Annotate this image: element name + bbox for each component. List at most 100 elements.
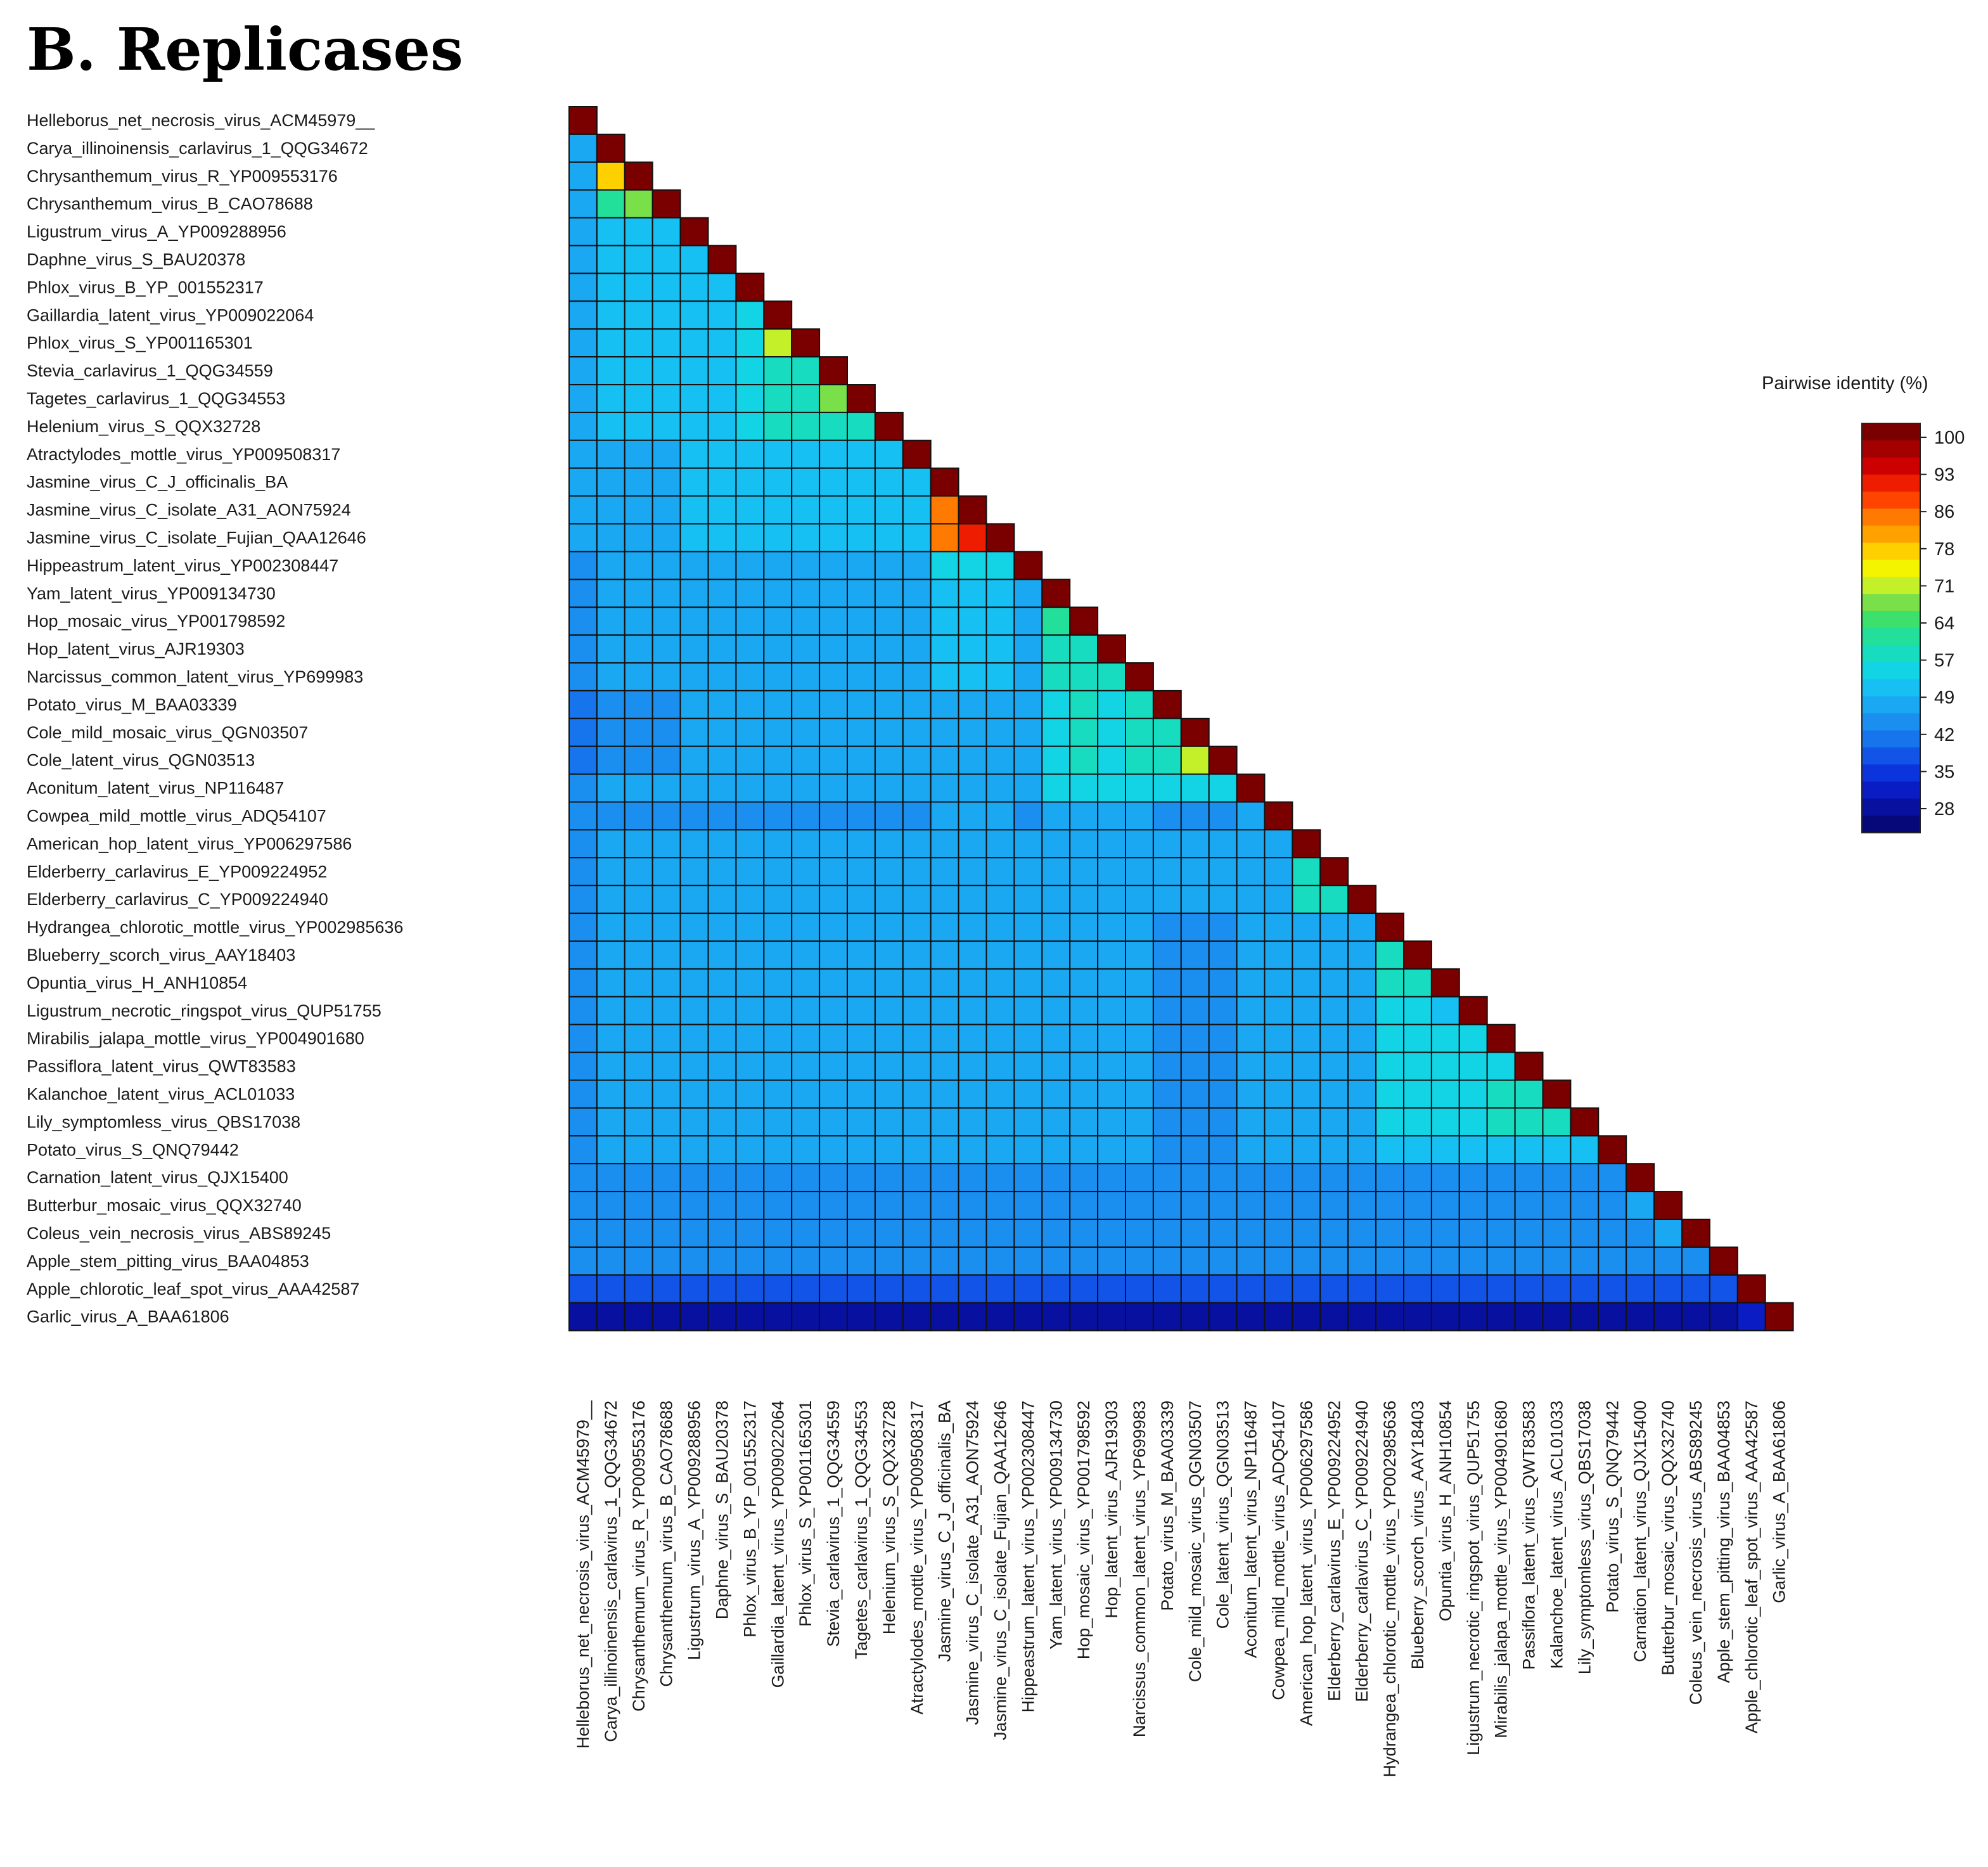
heatmap-cell [1097,968,1126,998]
heatmap-cell [1041,1191,1071,1220]
heatmap-cell [874,745,904,775]
heatmap-cell [1236,940,1266,970]
heatmap-cell [1430,1274,1460,1304]
heatmap-cell [791,1246,821,1276]
heatmap-cell [568,523,598,553]
heatmap-cell [679,384,709,413]
heatmap-cell [651,217,681,247]
heatmap-cell [1403,996,1432,1025]
heatmap-cell [930,717,959,747]
heatmap-cell [985,1163,1015,1193]
heatmap-cell [679,300,709,330]
heatmap-cell [1180,1079,1210,1109]
heatmap-cell [1041,773,1071,803]
legend-tick-label: 42 [1934,725,1954,745]
heatmap-cell [1319,968,1349,998]
heatmap-cell [819,579,848,608]
row-label: Phlox_virus_B_YP_001552317 [27,278,264,297]
column-label: Tagetes_carlavirus_1_QQG34553 [852,1401,871,1659]
column-label: Elderberry_carlavirus_E_YP009224952 [1324,1401,1344,1701]
heatmap-cell [1069,634,1099,664]
heatmap-cell [985,940,1015,970]
heatmap-cell [791,634,821,664]
heatmap-cell [1375,1023,1405,1053]
column-label: Apple_stem_pitting_virus_BAA04853 [1714,1401,1733,1683]
heatmap-cell [763,773,793,803]
heatmap-cell [1681,1219,1710,1248]
legend-swatch [1862,764,1920,782]
heatmap-cell [1236,829,1266,859]
column-label: Ligustrum_necrotic_ringspot_virus_QUP517… [1464,1401,1483,1755]
heatmap-cell [624,745,653,775]
heatmap-cell [624,1302,653,1331]
column-label: Phlox_virus_B_YP_001552317 [740,1401,759,1638]
heatmap-cell [902,1107,932,1137]
heatmap-cell [902,1079,932,1109]
heatmap-cell [958,885,987,914]
heatmap-cell [902,1051,932,1081]
legend-swatch [1862,611,1920,629]
heatmap-cell [707,885,737,914]
heatmap-cell [958,717,987,747]
heatmap-cell [735,1219,765,1248]
heatmap-cell [763,1191,793,1220]
heatmap-cell [1430,1051,1460,1081]
heatmap-cell [596,579,625,608]
heatmap-cell [1208,1079,1238,1109]
heatmap-cell [1347,1079,1377,1109]
heatmap-cell [958,913,987,942]
heatmap-cell [679,885,709,914]
heatmap-cell [707,940,737,970]
row-label: Potato_virus_S_QNQ79442 [27,1140,239,1159]
heatmap-cell [819,996,848,1025]
row-label: Passiflora_latent_virus_QWT83583 [27,1057,296,1076]
heatmap-cell [1069,662,1099,691]
heatmap-cell [679,717,709,747]
heatmap-cell [651,384,681,413]
heatmap-cell [1514,1079,1544,1109]
heatmap-cell [596,968,625,998]
heatmap-cell [791,579,821,608]
heatmap-cell [763,745,793,775]
heatmap-cell [1069,1302,1099,1331]
heatmap-cell [1013,1274,1043,1304]
heatmap-cell [1347,1302,1377,1331]
heatmap-cell [651,745,681,775]
heatmap-cell [902,1163,932,1193]
heatmap-cell [735,579,765,608]
heatmap-cell [819,1107,848,1137]
heatmap-cell [874,773,904,803]
heatmap-cell [1347,885,1377,914]
column-label: Helleborus_net_necrosis_virus_ACM45979__ [574,1400,593,1748]
heatmap-cell [624,245,653,274]
heatmap-cell [568,439,598,469]
heatmap-cell [707,1023,737,1053]
heatmap-cell [958,1274,987,1304]
legend-swatch [1862,577,1920,594]
heatmap-cell [763,1079,793,1109]
heatmap-cell [847,857,876,887]
heatmap-cell [819,829,848,859]
heatmap-cell [1347,1246,1377,1276]
heatmap-cell [651,717,681,747]
heatmap-cell [1626,1219,1655,1248]
heatmap-cell [763,1051,793,1081]
column-label: Daphne_virus_S_BAU20378 [712,1401,731,1619]
heatmap-cell [958,1163,987,1193]
heatmap-cell [1208,885,1238,914]
heatmap-cell [679,579,709,608]
row-label: Ligustrum_necrotic_ringspot_virus_QUP517… [27,1001,382,1020]
heatmap-cell [1125,1079,1154,1109]
heatmap-cell [763,996,793,1025]
heatmap-cell [791,1163,821,1193]
heatmap-cell [819,1191,848,1220]
heatmap-cell [568,300,598,330]
heatmap-cell [1097,717,1126,747]
heatmap-cell [568,1274,598,1304]
heatmap-cell [1013,1246,1043,1276]
heatmap-cell [651,940,681,970]
heatmap-cell [1125,1107,1154,1137]
heatmap-cell [1403,1051,1432,1081]
heatmap-cell [1653,1302,1683,1331]
heatmap-cell [1208,829,1238,859]
